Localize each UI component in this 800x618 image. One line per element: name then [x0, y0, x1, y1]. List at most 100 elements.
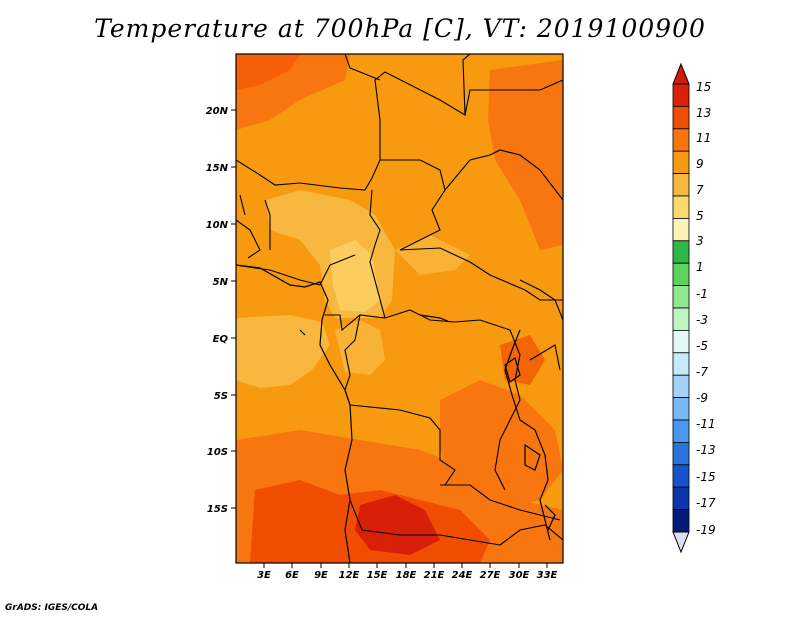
field-lakes-13-15 — [500, 335, 545, 385]
coastline-atlantic — [236, 264, 353, 563]
colorbar-label: -15 — [696, 470, 716, 484]
border-angola-drc — [349, 404, 456, 486]
lat-label-15N: 15N — [206, 163, 229, 174]
colorbar-segments — [672, 83, 690, 533]
colorbar-segment — [672, 173, 690, 197]
border-ethiopia — [519, 279, 563, 321]
colorbar-segment — [672, 240, 690, 264]
colorbar-segment — [672, 486, 690, 511]
colorbar-segment — [672, 397, 690, 421]
colorbar-segment — [672, 106, 690, 130]
lat-label-5S: 5S — [214, 391, 228, 402]
colorbar-segment — [672, 441, 690, 466]
lon-tick-24E: 24E — [452, 563, 473, 581]
border-namibia — [349, 499, 501, 546]
colorbar-segment — [672, 83, 690, 107]
lat-tick-5N: 5N — [213, 277, 236, 288]
lat-label-20N: 20N — [206, 106, 229, 117]
colorbar-label: 1 — [696, 260, 704, 274]
colorbar-labels: 15 13 11 9 7 5 3 1 -1 -3 -5 -7 -9 -11 -1… — [696, 80, 716, 537]
colorbar-segment — [672, 195, 690, 219]
colorbar-segment — [672, 217, 690, 242]
colorbar-label: -13 — [696, 443, 716, 457]
border-kenya — [529, 344, 561, 371]
lat-tick-15N: 15N — [206, 163, 236, 174]
border-lakes — [494, 329, 521, 491]
lon-tick-30E: 30E — [509, 563, 530, 581]
field-atl-7-9 — [236, 315, 330, 388]
colorbar-bottom-arrow — [672, 531, 690, 554]
colorbar-segment — [672, 262, 690, 287]
colorbar-label: -19 — [696, 523, 716, 537]
lon-tick-9E: 9E — [314, 563, 328, 581]
map-frame — [235, 53, 564, 564]
lat-tick-15S: 15S — [207, 504, 236, 515]
lon-label-18E: 18E — [396, 570, 417, 581]
lat-tick-10N: 10N — [206, 220, 236, 231]
field-car-7-9 — [395, 235, 470, 275]
field-central-5-7 — [330, 240, 380, 312]
field-south-15 — [355, 495, 440, 555]
lat-tick-10S: 10S — [207, 447, 236, 458]
colorbar-label: -11 — [696, 417, 716, 431]
colorbar-segment — [672, 464, 690, 488]
border-senegal — [239, 194, 246, 216]
colorbar-label: 5 — [696, 209, 704, 223]
lon-tick-33E: 33E — [537, 563, 558, 581]
lon-label-21E: 21E — [424, 570, 445, 581]
lon-label-3E: 3E — [257, 570, 271, 581]
border-nigeria-cameroon — [369, 189, 386, 319]
border-congo-north — [325, 309, 511, 332]
field-nw-13-15 — [236, 54, 300, 90]
country-boundaries — [236, 54, 563, 546]
lon-label-6E: 6E — [285, 570, 299, 581]
border-algeria — [344, 54, 381, 81]
colorbar-label: 7 — [696, 183, 704, 197]
colorbar-label: -5 — [696, 339, 708, 353]
border-egypt-sudan — [464, 79, 563, 116]
lon-tick-12E: 12E — [339, 563, 360, 581]
colorbar-label: 15 — [696, 80, 711, 94]
temperature-field — [236, 54, 563, 563]
colorbar-label: 11 — [696, 131, 711, 145]
coastlines — [236, 264, 556, 563]
lon-label-27E: 27E — [480, 570, 501, 581]
border-west-coast — [236, 254, 356, 286]
colorbar-label: -3 — [696, 313, 708, 327]
lon-label-15E: 15E — [367, 570, 388, 581]
island — [299, 329, 306, 336]
lon-tick-27E: 27E — [480, 563, 501, 581]
lake-kivu — [504, 357, 521, 383]
lon-label-24E: 24E — [452, 570, 473, 581]
lat-label-5N: 5N — [213, 277, 229, 288]
lat-label-10N: 10N — [206, 220, 229, 231]
lat-label-15S: 15S — [207, 504, 228, 515]
lat-label-10S: 10S — [207, 447, 228, 458]
lake-malawi — [544, 504, 556, 531]
lon-axis: 3E 6E 9E 12E 15E 18E 21E 24E 27E 30E 33E — [257, 563, 558, 581]
river-congo-1 — [419, 314, 451, 323]
border-zambia — [440, 484, 561, 521]
lon-tick-15E: 15E — [367, 563, 388, 581]
grads-credit: GrADS: IGES/COLA — [5, 603, 99, 613]
colorbar-label: 13 — [696, 106, 711, 120]
colorbar-label: 9 — [696, 157, 704, 171]
colorbar-segment — [672, 329, 690, 354]
lon-tick-21E: 21E — [424, 563, 445, 581]
colorbar-segment — [672, 128, 690, 152]
chart-title: Temperature at 700hPa [C], VT: 201910090… — [94, 14, 706, 43]
lat-tick-EQ: EQ — [213, 334, 236, 345]
colorbar: 15 13 11 9 7 5 3 1 -1 -3 -5 -7 -9 -11 -1… — [672, 62, 716, 554]
lake-mweru — [524, 443, 541, 471]
colorbar-segment — [672, 150, 690, 174]
colorbar-label: 3 — [696, 234, 704, 248]
colorbar-segment — [672, 374, 690, 399]
colorbar-segment — [672, 307, 690, 331]
lat-label-EQ: EQ — [213, 334, 229, 345]
colorbar-segment — [672, 419, 690, 443]
field-ne-11-13 — [488, 60, 563, 250]
lon-tick-3E: 3E — [257, 563, 271, 581]
colorbar-segment — [672, 352, 690, 376]
lon-label-12E: 12E — [339, 570, 360, 581]
colorbar-label: -9 — [696, 391, 708, 405]
